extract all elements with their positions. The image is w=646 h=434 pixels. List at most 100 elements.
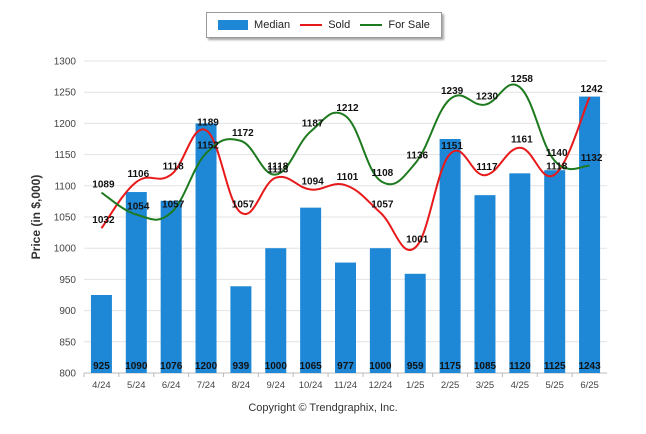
- x-tick-label: 2/25: [441, 380, 460, 391]
- data-label-sold: 1161: [511, 135, 533, 146]
- data-label-sold: 1106: [127, 169, 149, 180]
- bar-median: [404, 273, 426, 373]
- x-tick-label: 10/24: [299, 380, 323, 391]
- y-tick-label: 1000: [54, 244, 77, 255]
- y-tick-label: 1100: [54, 181, 76, 192]
- y-tick-label: 850: [59, 337, 76, 348]
- data-label-median: 1125: [544, 361, 566, 372]
- data-label-for-sale: 1230: [476, 92, 499, 103]
- x-tick-label: 4/24: [92, 380, 111, 391]
- data-label-for-sale: 1136: [406, 150, 428, 161]
- data-label-median: 959: [407, 361, 424, 372]
- y-tick-label: 1150: [54, 150, 76, 161]
- bar-median: [125, 192, 147, 373]
- y-tick-label: 1250: [54, 88, 77, 99]
- bar-median: [230, 286, 252, 373]
- data-label-sold: 1117: [476, 162, 498, 173]
- data-label-sold: 1242: [580, 84, 603, 95]
- data-label-for-sale: 1054: [127, 202, 150, 213]
- data-label-sold: 1118: [163, 162, 185, 173]
- data-label-for-sale: 1258: [511, 74, 534, 85]
- data-label-for-sale: 1140: [546, 148, 568, 159]
- y-tick-label: 900: [59, 306, 76, 317]
- data-label-for-sale: 1089: [92, 180, 115, 191]
- x-tick-label: 12/24: [368, 380, 392, 391]
- data-label-for-sale: 1239: [441, 86, 464, 97]
- data-label-median: 1065: [300, 361, 323, 372]
- data-label-sold: 1032: [92, 215, 115, 226]
- data-label-for-sale: 1108: [372, 168, 394, 179]
- bar-median: [265, 248, 287, 373]
- x-tick-label: 7/24: [197, 380, 216, 391]
- legend-label-sold: Sold: [328, 19, 351, 31]
- data-label-sold: 1118: [546, 162, 568, 173]
- data-label-median: 1000: [369, 361, 392, 372]
- data-label-median: 1243: [578, 361, 601, 372]
- data-label-median: 1200: [195, 361, 218, 372]
- data-label-sold: 1113: [267, 165, 289, 176]
- data-label-sold: 1094: [302, 177, 325, 188]
- data-label-sold: 1057: [371, 200, 394, 211]
- legend-label-median: Median: [254, 19, 291, 31]
- x-tick-label: 9/24: [267, 380, 286, 391]
- bar-median: [160, 200, 182, 373]
- data-label-for-sale: 1152: [197, 140, 219, 151]
- line-sold: [100, 96, 591, 251]
- data-label-for-sale: 1057: [162, 200, 185, 211]
- legend-item-median[interactable]: Median: [218, 19, 290, 31]
- x-tick-label: 6/25: [580, 380, 599, 391]
- x-tick-label: 11/24: [334, 380, 357, 391]
- y-tick-label: 1300: [54, 57, 77, 68]
- legend-label-for-sale: For Sale: [388, 19, 430, 31]
- legend-item-for-sale[interactable]: For Sale: [360, 19, 430, 31]
- data-label-for-sale: 1172: [232, 128, 254, 139]
- legend-swatch-for-sale: [360, 24, 383, 26]
- line-for-sale: [100, 83, 590, 221]
- copyright: Copyright © Trendgraphix, Inc.: [248, 402, 398, 414]
- legend-swatch-sold: [300, 24, 323, 26]
- x-tick-label: 8/24: [232, 380, 251, 391]
- x-tick-label: 3/25: [476, 380, 495, 391]
- data-label-median: 1175: [439, 361, 461, 372]
- data-label-sold: 1151: [441, 141, 463, 152]
- legend-item-sold[interactable]: Sold: [300, 19, 350, 31]
- data-label-median: 939: [233, 361, 250, 372]
- x-tick-label: 5/24: [127, 380, 146, 391]
- x-tick-label: 5/25: [545, 380, 564, 391]
- data-label-for-sale: 1187: [302, 119, 324, 130]
- data-label-sold: 1001: [406, 235, 429, 246]
- bar-median: [579, 96, 601, 374]
- bar-median: [195, 123, 217, 374]
- y-tick-label: 800: [59, 369, 76, 380]
- data-label-median: 1000: [265, 361, 288, 372]
- data-label-median: 977: [337, 361, 354, 372]
- data-label-median: 925: [93, 361, 110, 372]
- bar-median: [369, 248, 391, 373]
- price-chart: 800 850 900 950 1000 1050 1100 1150 1200 1250 1300…: [29, 57, 607, 391]
- x-tick-label: 4/25: [511, 380, 530, 391]
- bar-median: [300, 207, 322, 373]
- y-tick-label: 1200: [54, 119, 77, 130]
- bar-median: [509, 173, 531, 373]
- bar-median: [90, 295, 112, 373]
- data-label-sold: 1101: [337, 172, 359, 183]
- legend: Median Sold For Sale: [206, 12, 442, 38]
- bar-median: [544, 170, 566, 373]
- bar-median: [474, 195, 496, 373]
- data-label-for-sale: 1118: [267, 162, 289, 173]
- data-label-for-sale: 1132: [581, 153, 603, 164]
- data-label-median: 1120: [509, 361, 531, 372]
- legend-swatch-median: [218, 20, 249, 30]
- y-tick-label: 1050: [54, 213, 77, 224]
- y-axis-title: Price (in $,000): [29, 175, 43, 260]
- data-label-sold: 1057: [232, 200, 255, 211]
- data-label-median: 1090: [125, 361, 148, 372]
- data-label-median: 1085: [474, 361, 497, 372]
- x-tick-label: 1/25: [406, 380, 425, 391]
- bar-median: [439, 139, 461, 373]
- y-tick-label: 950: [59, 275, 76, 286]
- bar-median: [335, 262, 356, 373]
- x-tick-label: 6/24: [162, 380, 181, 391]
- data-label-for-sale: 1212: [336, 103, 359, 114]
- data-label-sold: 1189: [197, 117, 219, 128]
